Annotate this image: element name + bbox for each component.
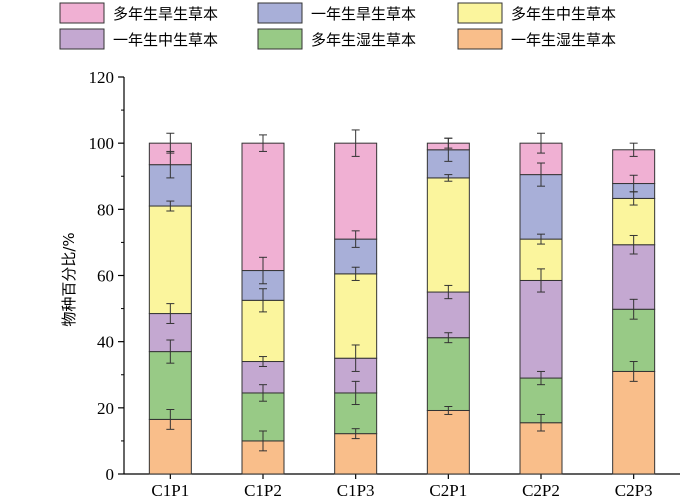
y-tick-label: 60 xyxy=(97,267,114,286)
y-tick-label: 40 xyxy=(97,333,114,352)
bars xyxy=(148,142,656,475)
bar-segment xyxy=(426,337,470,411)
x-tick-label: C2P3 xyxy=(615,481,653,500)
legend-label: 一年生旱生草本 xyxy=(311,5,416,23)
axes: 0 20 40 60 80 100 120 C1P1 C1P2 C1P3 C2P1 C2P2 C2P3 xyxy=(89,68,680,500)
x-tick-label: C1P1 xyxy=(151,481,189,500)
legend-swatch xyxy=(59,2,105,24)
legend-swatch xyxy=(457,2,503,24)
y-tick-label: 80 xyxy=(97,200,114,219)
legend-swatch xyxy=(59,28,105,50)
bar-segment xyxy=(334,273,378,359)
legend-label: 一年生中生草本 xyxy=(113,31,218,49)
x-tick-label: C1P2 xyxy=(244,481,282,500)
y-tick-label: 120 xyxy=(89,68,115,87)
error-bars xyxy=(166,129,638,452)
bar-segment xyxy=(519,279,563,379)
legend-swatch xyxy=(257,28,303,50)
legend-swatch xyxy=(457,28,503,50)
bar-segment xyxy=(148,205,192,315)
bar-segment xyxy=(612,370,656,475)
x-tick-label: C2P1 xyxy=(429,481,467,500)
bar-segment xyxy=(426,177,470,293)
bar-segment xyxy=(334,433,378,475)
x-tick-label: C1P3 xyxy=(337,481,375,500)
y-axis-label: 物种百分比/% xyxy=(60,232,78,326)
legend-label: 多年生旱生草本 xyxy=(113,5,218,23)
bar-segment xyxy=(241,142,285,272)
legend-label: 多年生湿生草本 xyxy=(311,31,416,49)
y-tick-label: 20 xyxy=(97,399,114,418)
y-tick-label: 100 xyxy=(89,134,115,153)
bar-segment xyxy=(334,142,378,240)
y-tick-label: 0 xyxy=(106,465,115,484)
legend-label: 一年生湿生草本 xyxy=(511,31,616,49)
bar-segment xyxy=(426,409,470,475)
legend-label: 多年生中生草本 xyxy=(511,5,616,23)
legend-swatch xyxy=(257,2,303,24)
x-tick-label: C2P2 xyxy=(522,481,560,500)
